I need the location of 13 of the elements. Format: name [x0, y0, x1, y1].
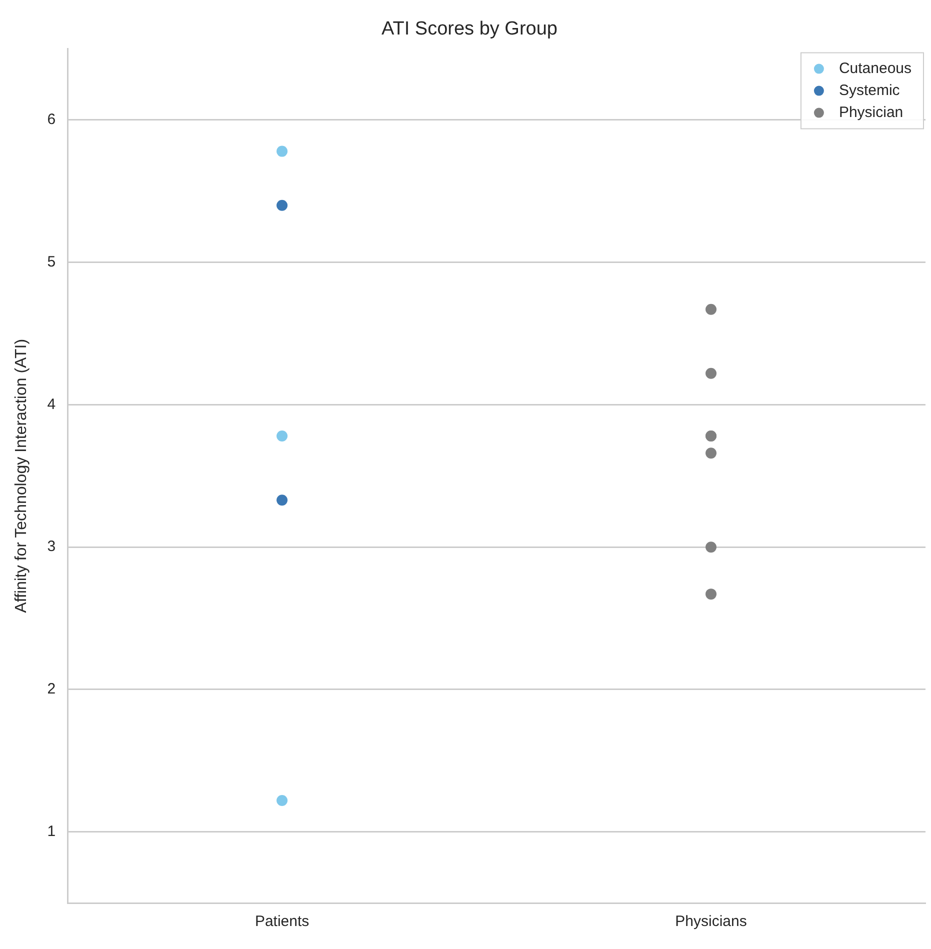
y-tick-label: 3 [47, 538, 56, 556]
x-tick-label: Physicians [675, 913, 747, 930]
chart-title: ATI Scores by Group [382, 18, 558, 40]
legend-label: Physician [838, 104, 904, 121]
y-tick-label: 5 [47, 253, 56, 270]
y-tick-label: 2 [47, 680, 56, 698]
legend-label: Cutaneous [838, 60, 912, 77]
y-tick-label: 6 [47, 111, 56, 128]
y-tick-label: 1 [47, 822, 56, 840]
legend-label: Systemic [838, 82, 900, 99]
y-axis-title: Affinity for Technology Interaction (ATI) [13, 338, 30, 613]
x-tick-label: Patients [254, 913, 310, 930]
y-tick-label: 4 [47, 396, 56, 413]
